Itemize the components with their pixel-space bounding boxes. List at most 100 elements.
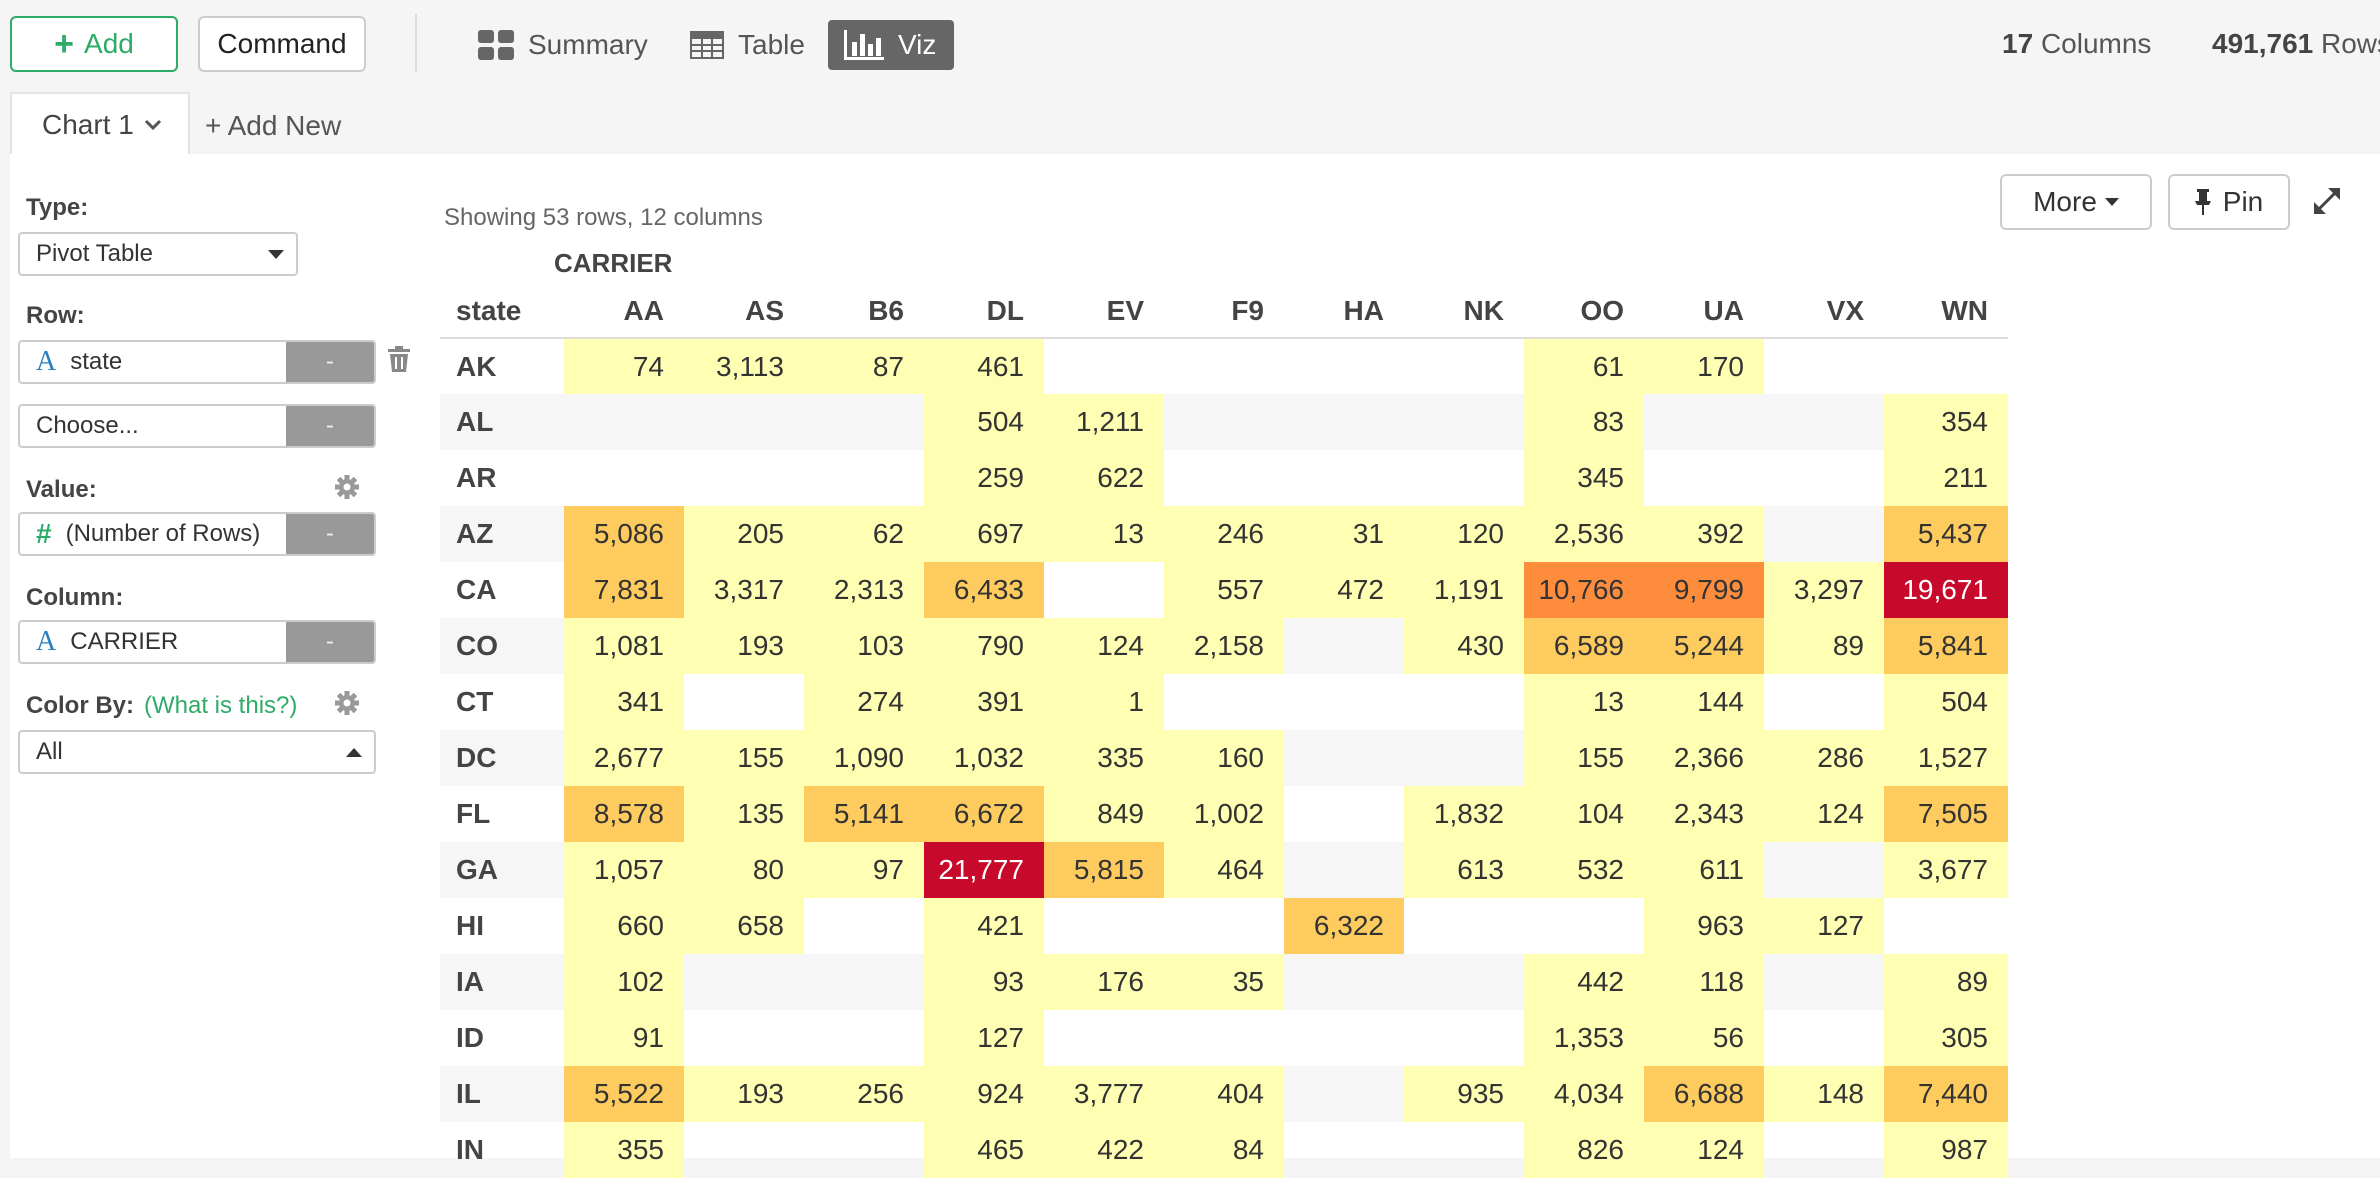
pivot-cell[interactable]: 93 (924, 954, 1044, 1010)
pivot-cell[interactable]: 924 (924, 1066, 1044, 1122)
pivot-cell[interactable] (684, 450, 804, 506)
gear-icon[interactable] (334, 474, 360, 500)
tab-chart-1[interactable]: Chart 1 (10, 92, 190, 156)
pivot-cell[interactable]: 97 (804, 842, 924, 898)
pivot-cell[interactable]: 89 (1764, 618, 1884, 674)
pivot-cell[interactable]: 124 (1764, 786, 1884, 842)
pivot-cell[interactable] (1764, 1010, 1884, 1066)
pivot-cell[interactable]: 472 (1284, 562, 1404, 618)
pivot-cell[interactable] (1284, 1122, 1404, 1178)
pivot-cell[interactable]: 3,317 (684, 562, 804, 618)
pivot-cell[interactable]: 5,522 (564, 1066, 684, 1122)
pivot-cell[interactable]: 622 (1044, 450, 1164, 506)
pivot-cell[interactable] (1644, 394, 1764, 450)
pivot-cell[interactable]: 404 (1164, 1066, 1284, 1122)
pivot-cell[interactable]: 144 (1644, 674, 1764, 730)
pivot-cell[interactable]: 963 (1644, 898, 1764, 954)
more-button[interactable]: More (2000, 174, 2152, 230)
add-new-tab-link[interactable]: + Add New (205, 110, 342, 141)
row-choose-field[interactable]: Choose... - (18, 404, 376, 448)
pivot-cell[interactable]: 1,081 (564, 618, 684, 674)
pivot-cell[interactable]: 392 (1644, 506, 1764, 562)
pivot-cell[interactable] (1044, 1010, 1164, 1066)
pivot-cell[interactable]: 135 (684, 786, 804, 842)
pivot-cell[interactable]: 354 (1884, 394, 2008, 450)
pivot-cell[interactable]: 422 (1044, 1122, 1164, 1178)
pivot-cell[interactable] (1404, 954, 1524, 1010)
pivot-cell[interactable]: 124 (1044, 618, 1164, 674)
pivot-cell[interactable]: 790 (924, 618, 1044, 674)
pivot-cell[interactable]: 211 (1884, 450, 2008, 506)
pivot-cell[interactable]: 504 (924, 394, 1044, 450)
pivot-cell[interactable] (1404, 450, 1524, 506)
pivot-cell[interactable] (1284, 674, 1404, 730)
pivot-cell[interactable] (1284, 730, 1404, 786)
pivot-cell[interactable]: 660 (564, 898, 684, 954)
pivot-cell[interactable]: 464 (1164, 842, 1284, 898)
pivot-cell[interactable]: 102 (564, 954, 684, 1010)
pivot-cell[interactable] (804, 954, 924, 1010)
pivot-cell[interactable] (1284, 338, 1404, 394)
pivot-cell[interactable]: 31 (1284, 506, 1404, 562)
pivot-cell[interactable]: 6,688 (1644, 1066, 1764, 1122)
pivot-cell[interactable] (1404, 730, 1524, 786)
pivot-cell[interactable]: 5,086 (564, 506, 684, 562)
pivot-cell[interactable] (804, 1122, 924, 1178)
pivot-cell[interactable] (1884, 898, 2008, 954)
mode-summary-button[interactable]: Summary (478, 20, 648, 70)
pivot-cell[interactable]: 21,777 (924, 842, 1044, 898)
add-button[interactable]: + Add (10, 16, 178, 72)
pivot-cell[interactable]: 557 (1164, 562, 1284, 618)
pivot-cell[interactable]: 62 (804, 506, 924, 562)
command-button[interactable]: Command (198, 16, 366, 72)
pivot-cell[interactable] (804, 1010, 924, 1066)
pivot-cell[interactable]: 613 (1404, 842, 1524, 898)
pivot-cell[interactable]: 935 (1404, 1066, 1524, 1122)
pivot-cell[interactable]: 83 (1524, 394, 1644, 450)
color-by-select[interactable]: All (18, 730, 376, 774)
pivot-cell[interactable]: 80 (684, 842, 804, 898)
pivot-cell[interactable]: 465 (924, 1122, 1044, 1178)
pivot-cell[interactable] (1524, 898, 1644, 954)
pivot-cell[interactable]: 1,002 (1164, 786, 1284, 842)
pivot-cell[interactable]: 3,297 (1764, 562, 1884, 618)
pivot-cell[interactable] (684, 674, 804, 730)
pin-button[interactable]: Pin (2168, 174, 2290, 230)
color-by-help-link[interactable]: (What is this?) (144, 692, 298, 719)
pivot-cell[interactable]: 1,353 (1524, 1010, 1644, 1066)
pivot-cell[interactable] (1284, 394, 1404, 450)
pivot-cell[interactable]: 256 (804, 1066, 924, 1122)
pivot-cell[interactable]: 2,536 (1524, 506, 1644, 562)
pivot-cell[interactable] (1404, 394, 1524, 450)
pivot-cell[interactable]: 1,090 (804, 730, 924, 786)
pivot-cell[interactable]: 160 (1164, 730, 1284, 786)
pivot-cell[interactable] (1284, 1066, 1404, 1122)
pivot-cell[interactable]: 697 (924, 506, 1044, 562)
pivot-cell[interactable] (804, 898, 924, 954)
pivot-cell[interactable]: 84 (1164, 1122, 1284, 1178)
pivot-cell[interactable]: 305 (1884, 1010, 2008, 1066)
pivot-cell[interactable]: 205 (684, 506, 804, 562)
pivot-cell[interactable]: 1,191 (1404, 562, 1524, 618)
pivot-cell[interactable]: 355 (564, 1122, 684, 1178)
pivot-cell[interactable] (1764, 1122, 1884, 1178)
pivot-cell[interactable]: 3,677 (1884, 842, 2008, 898)
pivot-cell[interactable] (1644, 450, 1764, 506)
pivot-cell[interactable] (1284, 618, 1404, 674)
mode-table-button[interactable]: Table (690, 20, 805, 70)
pivot-cell[interactable]: 1 (1044, 674, 1164, 730)
pivot-cell[interactable]: 5,841 (1884, 618, 2008, 674)
pivot-cell[interactable]: 13 (1524, 674, 1644, 730)
pivot-cell[interactable]: 9,799 (1644, 562, 1764, 618)
pivot-cell[interactable] (1764, 674, 1884, 730)
trash-icon[interactable] (388, 346, 410, 372)
pivot-cell[interactable]: 7,831 (564, 562, 684, 618)
row-choose-remove-button[interactable]: - (286, 406, 374, 446)
pivot-cell[interactable]: 5,141 (804, 786, 924, 842)
pivot-cell[interactable] (1164, 898, 1284, 954)
pivot-cell[interactable]: 421 (924, 898, 1044, 954)
pivot-cell[interactable]: 118 (1644, 954, 1764, 1010)
column-remove-button[interactable]: - (286, 622, 374, 662)
pivot-cell[interactable] (1764, 338, 1884, 394)
pivot-cell[interactable]: 286 (1764, 730, 1884, 786)
